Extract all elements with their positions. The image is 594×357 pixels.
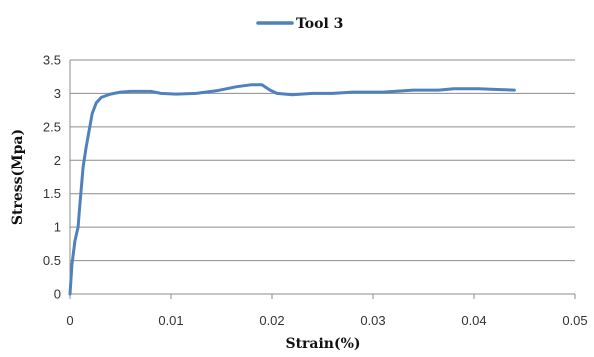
y-tick-label: 3 [54,86,61,101]
x-tick-label: 0.02 [259,313,284,328]
legend-label-tool-3: Tool 3 [296,16,343,32]
series-line-tool-3 [68,83,516,296]
x-tick-label: 0.03 [360,313,385,328]
x-axis-title: Strain(%) [285,336,360,352]
x-tick-label: 0.04 [461,313,486,328]
y-axis-title: Stress(Mpa) [10,129,26,225]
x-tick-label: 0.05 [562,313,587,328]
y-tick-label: 2 [54,153,61,168]
legend: Tool 3 [256,16,343,32]
y-tick-labels: 0 0.5 1 1.5 2 2.5 3 3.5 [43,53,61,302]
y-tick-label: 1 [54,220,61,235]
y-tick-label: 2.5 [43,119,61,134]
y-tick-label: 1.5 [43,186,61,201]
series-layer [68,83,516,296]
x-tick-labels: 0 0.01 0.02 0.03 0.04 0.05 [66,313,587,328]
y-tick-label: 0 [54,287,61,302]
y-tick-label: 3.5 [43,53,61,68]
y-tick-label: 0.5 [43,253,61,268]
axes [69,60,576,299]
x-tick-label: 0.01 [158,313,183,328]
x-tick-label: 0 [66,313,73,328]
